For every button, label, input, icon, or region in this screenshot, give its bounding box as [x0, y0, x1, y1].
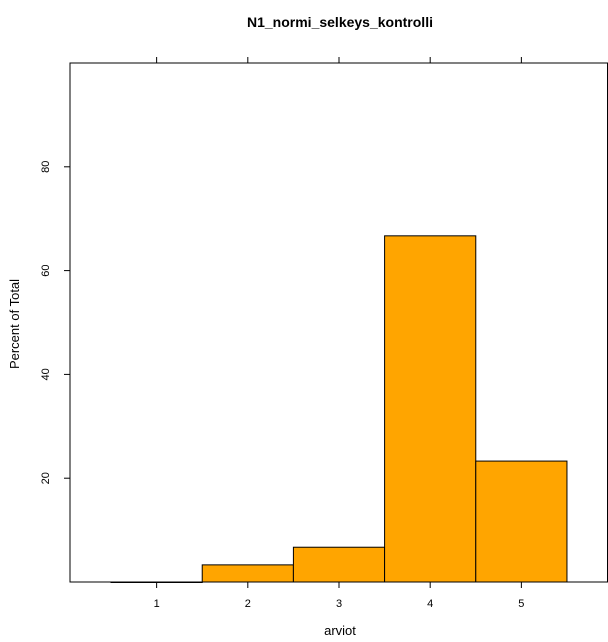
bar-2 — [201, 564, 294, 583]
x-axis-label: arviot — [324, 623, 356, 638]
bar-3 — [292, 546, 386, 583]
y-axis-ticks: 20 40 60 80 — [40, 161, 70, 484]
bar-4 — [384, 235, 477, 583]
x-tick-label-5: 5 — [518, 598, 524, 610]
y-tick-label-40: 40 — [40, 368, 52, 380]
chart-title: N1_normi_selkeys_kontrolli — [247, 14, 433, 30]
y-tick-label-20: 20 — [40, 472, 52, 484]
x-tick-label-4: 4 — [427, 598, 433, 610]
y-tick-label-60: 60 — [40, 264, 52, 276]
x-tick-label-2: 2 — [245, 598, 251, 610]
bars-group — [110, 235, 568, 583]
x-tick-label-3: 3 — [336, 598, 342, 610]
bar-5 — [475, 460, 568, 583]
x-tick-label-1: 1 — [154, 598, 160, 610]
y-axis-label: Percent of Total — [7, 279, 22, 369]
x-axis-ticks: 1 2 3 4 5 — [154, 57, 524, 610]
y-tick-label-80: 80 — [40, 161, 52, 173]
